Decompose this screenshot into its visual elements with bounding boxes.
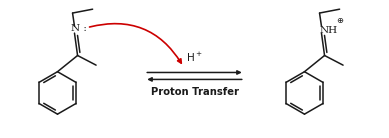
Text: Proton Transfer: Proton Transfer xyxy=(151,87,238,97)
Text: H$^+$: H$^+$ xyxy=(186,51,203,64)
Text: NH: NH xyxy=(319,26,338,34)
Text: N :: N : xyxy=(71,24,87,33)
Text: ⊕: ⊕ xyxy=(336,16,343,25)
